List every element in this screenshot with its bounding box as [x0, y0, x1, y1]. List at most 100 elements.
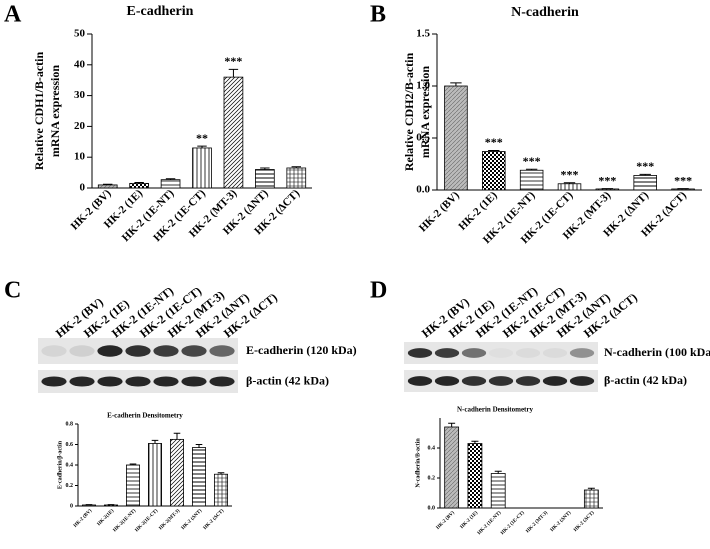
y-tick-label: 1.5: [416, 28, 430, 40]
significance-label: ***: [485, 135, 503, 149]
blot-band: [434, 376, 460, 386]
blot-band: [153, 345, 179, 357]
error-bar: [195, 444, 203, 448]
error-bar: [639, 173, 651, 176]
error-bar: [134, 181, 144, 184]
x-tick-label: HK-2 (ΔCT): [203, 508, 226, 531]
blot-band: [569, 348, 595, 358]
y-tick-label: 0.6: [66, 442, 74, 448]
y-tick-label: 30: [74, 89, 86, 101]
blot-band: [69, 376, 95, 387]
y-tick-label: 0: [80, 182, 86, 194]
y-tick-label: 0.4: [66, 462, 74, 468]
bar: [191, 447, 206, 507]
blot-band: [125, 376, 151, 387]
error-bar: [151, 439, 159, 444]
x-tick-label: HK-2 (1E-CT): [500, 510, 526, 536]
x-tick-label: HK-2 (BV): [417, 189, 462, 234]
blot-band: [97, 376, 123, 387]
significance-label: ***: [561, 167, 579, 181]
chart-title: N-cadherin: [511, 5, 579, 20]
error-bar: [488, 149, 500, 152]
bar: [519, 169, 544, 191]
significance-label: ***: [224, 54, 242, 68]
y-tick-label: 0.0: [416, 184, 430, 196]
y-tick-label: 0.4: [428, 445, 436, 451]
significance-label: ***: [523, 154, 541, 168]
blot-band: [515, 348, 541, 358]
blot-band: [461, 348, 487, 358]
y-tick-label: 0.0: [428, 505, 436, 511]
y-tick-label: 0.8: [66, 421, 74, 427]
y-axis-label: Relative CDH2/Β-actin: [402, 53, 416, 172]
blot-band: [41, 376, 67, 387]
y-axis-label: E-cadherin/β-actin: [57, 440, 63, 489]
bar: [192, 147, 212, 189]
y-tick-label: 1.0: [416, 80, 430, 92]
error-bar: [129, 463, 137, 465]
y-tick-label: 0.2: [428, 475, 436, 481]
blot-band: [542, 348, 568, 358]
y-axis-label: mRNA expression: [48, 65, 62, 157]
y-axis-label: mRNA expression: [418, 66, 432, 158]
blot-band: [461, 376, 487, 386]
x-tick-label: HK-2 (ΔNT): [550, 510, 573, 533]
blot-band: [488, 376, 514, 386]
blot-band: [515, 376, 541, 386]
blot-band: [209, 376, 235, 387]
blot-band: [434, 348, 460, 358]
blot-band: [407, 348, 433, 358]
error-bar: [217, 472, 225, 475]
blot-band: [69, 345, 95, 357]
band-label: β-actin (42 kDa): [604, 373, 687, 387]
blot-band: [97, 345, 123, 357]
chart-title: E-cadherin: [127, 4, 194, 19]
bar: [169, 438, 184, 507]
panel-letter: A: [4, 2, 22, 28]
bar: [147, 443, 162, 507]
error-bar: [291, 166, 301, 168]
bar: [129, 182, 149, 189]
y-tick-label: 50: [74, 28, 86, 40]
bar: [286, 167, 307, 189]
bar: [223, 76, 244, 189]
x-tick-label: HK-2 (BV): [73, 508, 93, 528]
x-tick-label: HK-2 (BV): [436, 510, 456, 530]
error-bar: [494, 470, 502, 474]
error-bar: [587, 487, 595, 490]
x-tick-label: HK-2 (ΔCT): [573, 510, 596, 533]
x-tick-label: HK-2 (ΔNT): [181, 508, 204, 531]
bar: [444, 426, 460, 509]
chart-title: E-cadherin Densitometry: [107, 412, 183, 420]
bar: [557, 183, 582, 191]
error-bar: [525, 168, 538, 171]
y-axis-label: Relative CDH1/Β-actin: [32, 52, 46, 171]
x-tick-label: HK-2 (1E): [460, 510, 480, 530]
y-axis-label: N-cadherin/B-actin: [415, 438, 421, 488]
error-bar: [173, 432, 181, 440]
bar: [467, 443, 483, 509]
blot-band: [125, 345, 151, 357]
x-tick-label: HK-2 (MT-3): [525, 510, 549, 534]
panel-letter: D: [370, 278, 387, 304]
band-label: β-actin (42 kDa): [246, 373, 329, 387]
chart-title: N-cadherin Densitometry: [457, 406, 534, 414]
y-tick-label: 0.2: [66, 483, 74, 489]
band-label: E-cadherin (120 kDa): [246, 343, 357, 357]
blot-strip: [404, 342, 598, 364]
x-tick-label: HK-2(1E): [97, 508, 116, 527]
x-tick-label: HK-2(1E-CT): [135, 508, 160, 533]
significance-label: ***: [636, 159, 654, 173]
y-tick-label: 40: [74, 58, 86, 70]
error-bar: [260, 167, 270, 170]
bar: [490, 473, 506, 509]
error-bar: [228, 68, 239, 78]
bar: [633, 175, 657, 191]
error-bar: [471, 440, 479, 444]
blot-band: [209, 345, 235, 357]
blot-band: [41, 345, 67, 357]
blot-band: [153, 376, 179, 387]
band-label: N-cadherin (100 kDa): [604, 345, 710, 359]
error-bar: [450, 82, 462, 86]
